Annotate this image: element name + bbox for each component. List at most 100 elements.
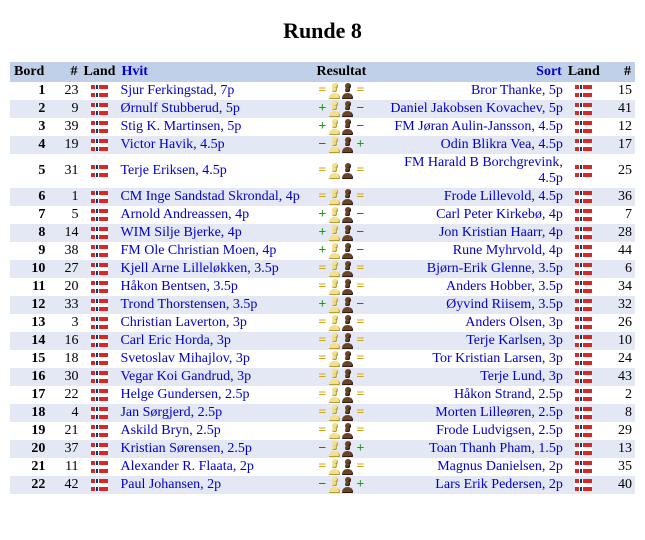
cell-flag-black — [566, 440, 602, 458]
table-row: 531Terje Eriksen, 4.5p==FM Harald B Borc… — [10, 154, 635, 188]
cell-num-black: 43 — [602, 368, 635, 386]
cell-bord: 13 — [10, 314, 48, 332]
player-link[interactable]: Jon Kristian Haarr, 4p — [439, 225, 563, 240]
player-link[interactable]: Sjur Ferkingstad, 7p — [120, 83, 234, 98]
col-num1: # — [48, 62, 81, 82]
pawn-icon — [329, 477, 340, 493]
cell-num-white: 39 — [48, 118, 81, 136]
cell-white: Jan Sørgjerd, 2.5p — [117, 404, 306, 422]
cell-white: CM Inge Sandstad Skrondal, 4p — [117, 188, 306, 206]
flag-icon — [91, 227, 108, 239]
cell-black: Anders Olsen, 3p — [376, 314, 566, 332]
cell-num-black: 41 — [602, 100, 635, 118]
player-link[interactable]: Arnold Andreassen, 4p — [120, 207, 249, 222]
cell-black: Tor Kristian Larsen, 3p — [376, 350, 566, 368]
cell-flag-white — [82, 82, 118, 100]
player-link[interactable]: Tor Kristian Larsen, 3p — [432, 351, 562, 366]
cell-flag-white — [82, 118, 118, 136]
pawn-icon — [342, 225, 353, 241]
player-link[interactable]: Håkon Bentsen, 3.5p — [120, 279, 237, 294]
cell-flag-white — [82, 476, 118, 494]
cell-flag-white — [82, 440, 118, 458]
cell-num-white: 37 — [48, 440, 81, 458]
cell-black: Øyvind Riisem, 3.5p — [376, 296, 566, 314]
player-link[interactable]: FM Harald B Borchgrevink, 4.5p — [404, 155, 563, 186]
flag-icon — [575, 209, 592, 221]
cell-bord: 19 — [10, 422, 48, 440]
cell-flag-white — [82, 136, 118, 154]
player-link[interactable]: Ørnulf Stubberud, 5p — [120, 101, 239, 116]
player-link[interactable]: Frode Lillevold, 4.5p — [444, 189, 563, 204]
pawn-icon — [329, 163, 340, 179]
cell-flag-white — [82, 206, 118, 224]
col-result: Resultat — [307, 62, 376, 82]
player-link[interactable]: Daniel Jakobsen Kovachev, 5p — [390, 101, 562, 116]
cell-num-white: 38 — [48, 242, 81, 260]
table-row: 29Ørnulf Stubberud, 5p+−Daniel Jakobsen … — [10, 100, 635, 118]
player-link[interactable]: Toan Thanh Pham, 1.5p — [429, 441, 563, 456]
cell-bord: 12 — [10, 296, 48, 314]
cell-flag-white — [82, 350, 118, 368]
cell-black: Frode Lillevold, 4.5p — [376, 188, 566, 206]
player-link[interactable]: Terje Karlsen, 3p — [466, 333, 563, 348]
cell-result: == — [307, 260, 376, 278]
cell-num-white: 9 — [48, 100, 81, 118]
player-link[interactable]: WIM Silje Bjerke, 4p — [120, 225, 241, 240]
player-link[interactable]: Frode Ludvigsen, 2.5p — [436, 423, 563, 438]
player-link[interactable]: FM Jøran Aulin-Jansson, 4.5p — [394, 119, 562, 134]
player-link[interactable]: Bjørn-Erik Glenne, 3.5p — [427, 261, 563, 276]
player-link[interactable]: Victor Havik, 4.5p — [120, 137, 224, 152]
cell-num-white: 22 — [48, 386, 81, 404]
player-link[interactable]: Alexander R. Flaata, 2p — [120, 459, 253, 474]
player-link[interactable]: Carl Eric Horda, 3p — [120, 333, 230, 348]
player-link[interactable]: Vegar Koi Gandrud, 3p — [120, 369, 251, 384]
cell-num-black: 10 — [602, 332, 635, 350]
flag-icon — [91, 139, 108, 151]
flag-icon — [91, 479, 108, 491]
player-link[interactable]: Terje Eriksen, 4.5p — [120, 163, 226, 178]
player-link[interactable]: Anders Olsen, 3p — [465, 315, 563, 330]
player-link[interactable]: Odin Blikra Vea, 4.5p — [441, 137, 563, 152]
cell-white: Ørnulf Stubberud, 5p — [117, 100, 306, 118]
player-link[interactable]: Stig K. Martinsen, 5p — [120, 119, 241, 134]
flag-icon — [575, 407, 592, 419]
cell-bord: 15 — [10, 350, 48, 368]
player-link[interactable]: Lars Erik Pedersen, 2p — [435, 477, 563, 492]
player-link[interactable]: FM Ole Christian Moen, 4p — [120, 243, 276, 258]
player-link[interactable]: Kristian Sørensen, 2.5p — [120, 441, 251, 456]
player-link[interactable]: Paul Johansen, 2p — [120, 477, 221, 492]
player-link[interactable]: Jan Sørgjerd, 2.5p — [120, 405, 222, 420]
cell-num-black: 15 — [602, 82, 635, 100]
pawn-icon — [342, 83, 353, 99]
cell-num-black: 7 — [602, 206, 635, 224]
cell-num-white: 14 — [48, 224, 81, 242]
player-link[interactable]: CM Inge Sandstad Skrondal, 4p — [120, 189, 299, 204]
player-link[interactable]: Helge Gundersen, 2.5p — [120, 387, 249, 402]
col-num2: # — [602, 62, 635, 82]
player-link[interactable]: Morten Lilleøren, 2.5p — [435, 405, 563, 420]
player-link[interactable]: Anders Hobber, 3.5p — [446, 279, 563, 294]
cell-black: Håkon Strand, 2.5p — [376, 386, 566, 404]
player-link[interactable]: Rune Myhrvold, 4p — [453, 243, 563, 258]
player-link[interactable]: Svetoslav Mihajlov, 3p — [120, 351, 249, 366]
cell-bord: 20 — [10, 440, 48, 458]
player-link[interactable]: Magnus Danielsen, 2p — [437, 459, 563, 474]
player-link[interactable]: Askild Bryn, 2.5p — [120, 423, 220, 438]
player-link[interactable]: Bror Thanke, 5p — [471, 83, 563, 98]
player-link[interactable]: Øyvind Riisem, 3.5p — [446, 297, 563, 312]
pawn-icon — [329, 459, 340, 475]
table-row: 1120Håkon Bentsen, 3.5p==Anders Hobber, … — [10, 278, 635, 296]
player-link[interactable]: Terje Lund, 3p — [480, 369, 563, 384]
cell-white: Helge Gundersen, 2.5p — [117, 386, 306, 404]
cell-flag-white — [82, 100, 118, 118]
pawn-icon — [342, 387, 353, 403]
player-link[interactable]: Carl Peter Kirkebø, 4p — [436, 207, 563, 222]
player-link[interactable]: Christian Laverton, 3p — [120, 315, 246, 330]
cell-white: WIM Silje Bjerke, 4p — [117, 224, 306, 242]
player-link[interactable]: Håkon Strand, 2.5p — [454, 387, 563, 402]
cell-num-white: 42 — [48, 476, 81, 494]
cell-flag-white — [82, 458, 118, 476]
cell-black: Lars Erik Pedersen, 2p — [376, 476, 566, 494]
player-link[interactable]: Trond Thorstensen, 3.5p — [120, 297, 257, 312]
player-link[interactable]: Kjell Arne Lilleløkken, 3.5p — [120, 261, 278, 276]
